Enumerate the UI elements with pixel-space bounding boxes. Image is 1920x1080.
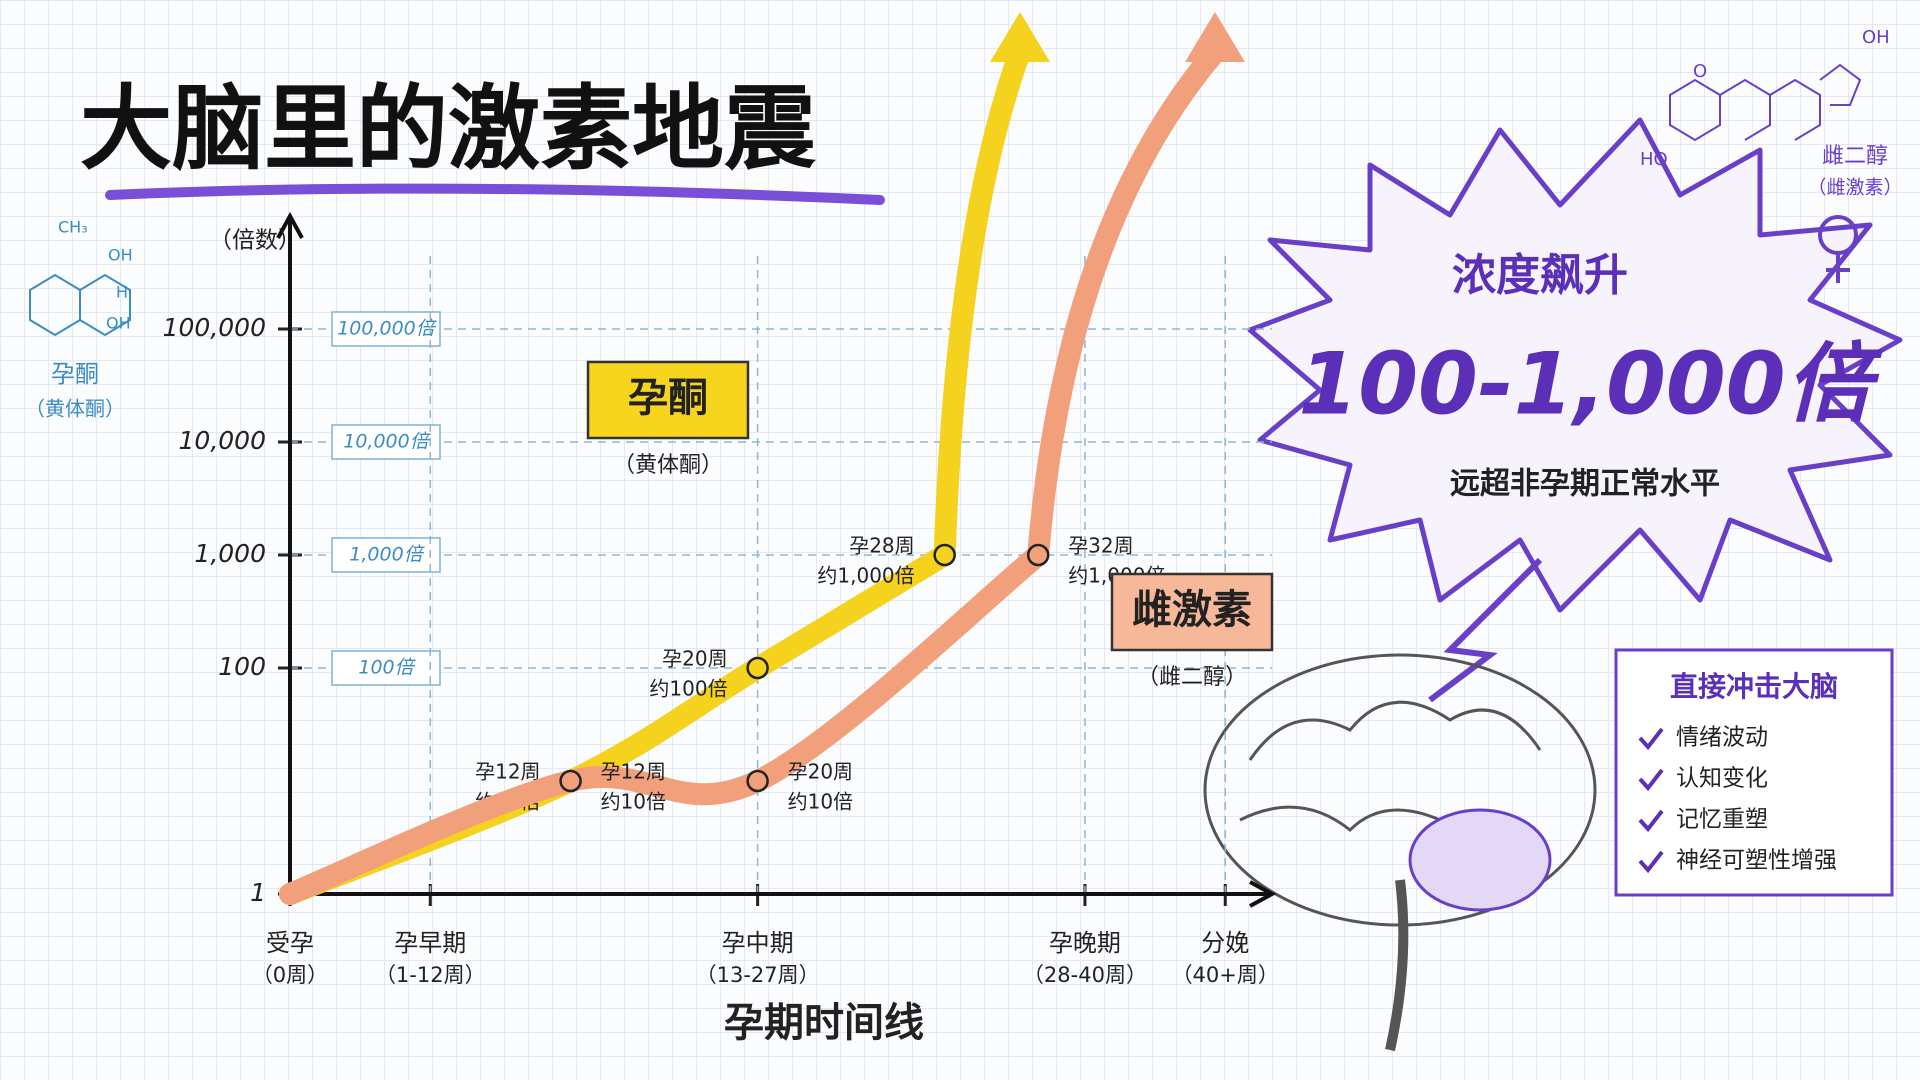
molecule-name: 雌二醇	[1822, 144, 1888, 169]
value-label: 约100倍	[649, 677, 727, 701]
value-label: 约1,000倍	[817, 564, 914, 588]
y-tick-label: 100	[218, 652, 266, 681]
y-tick-label: 1,000	[194, 539, 266, 568]
point-label: 孕12周	[601, 760, 666, 784]
callout-heading: 浓度飙升	[1452, 250, 1628, 301]
check-mark	[1638, 768, 1664, 792]
brain-box-item: 记忆重塑	[1676, 807, 1768, 833]
y-tick-note: 100,000倍	[337, 318, 438, 340]
callout-note: 远超非孕期正常水平	[1450, 467, 1720, 502]
point-label: 孕12周	[475, 760, 540, 784]
series-subname: （雌二醇）	[1137, 665, 1247, 690]
page-title: 大脑里的激素地震	[80, 75, 816, 182]
brain-illustration	[1203, 653, 1597, 1052]
x-tick-label: 受孕	[266, 929, 314, 957]
callout-figure: 100-1,000倍	[1298, 334, 1883, 434]
series-name: 雌激素	[1132, 587, 1252, 633]
trend-arrow	[1027, 41, 1226, 566]
point-label: 孕28周	[849, 534, 914, 558]
atom-label: CH₃	[58, 218, 88, 237]
y-axis	[276, 211, 304, 894]
point-label: 孕20周	[788, 760, 853, 784]
molecule-subname: （雌激素）	[1807, 177, 1902, 199]
series-name-box	[1110, 572, 1274, 652]
molecule-drawing	[1669, 63, 1862, 142]
x-tick-sublabel: （0周）	[252, 963, 328, 987]
trend-arrow	[933, 41, 1031, 566]
x-axis	[290, 880, 1277, 908]
atom-label: OH	[1862, 27, 1890, 48]
jolt-arrow	[1428, 557, 1543, 703]
molecule-subname: （黄体酮）	[25, 397, 125, 421]
y-tick-note-box	[331, 424, 441, 460]
brain-box-item: 神经可塑性增强	[1676, 848, 1837, 874]
x-tick-label: 孕中期	[722, 929, 794, 957]
title-underline	[105, 183, 885, 205]
starburst	[1247, 117, 1903, 613]
x-tick-label: 分娩	[1201, 929, 1249, 957]
point-label: 孕20周	[662, 647, 727, 671]
series-line	[279, 544, 1050, 905]
data-point	[933, 543, 956, 567]
molecule-name: 孕酮	[51, 360, 99, 388]
y-tick-note-box	[331, 650, 441, 686]
atom-label: OH	[108, 246, 133, 265]
trend-arrow-head	[990, 12, 1050, 62]
check-mark	[1638, 809, 1664, 833]
atom-label: HO	[1640, 149, 1668, 170]
brain-box-item: 情绪波动	[1676, 725, 1768, 751]
y-tick-label: 10,000	[179, 426, 266, 455]
y-tick-note-box	[331, 311, 441, 347]
x-tick-sublabel: （1-12周）	[375, 963, 486, 987]
y-tick-label: 1	[250, 878, 266, 907]
check-mark	[1638, 850, 1664, 874]
x-axis-label: 孕期时间线	[724, 1000, 924, 1046]
series-name: 孕酮	[628, 375, 708, 421]
y-tick-label: 100,000	[163, 313, 266, 342]
x-tick-sublabel: （13-27周）	[696, 963, 820, 987]
y-tick-note: 10,000倍	[343, 431, 431, 453]
data-point	[746, 769, 769, 793]
y-tick-note: 1,000倍	[349, 544, 425, 566]
x-tick-label: 孕晚期	[1049, 929, 1121, 957]
value-label: 约10倍	[601, 790, 666, 814]
brain-box-item: 认知变化	[1676, 766, 1768, 792]
brain-box-heading: 直接冲击大脑	[1670, 670, 1838, 703]
molecule-drawing	[29, 273, 131, 337]
y-tick-note: 100倍	[358, 657, 416, 679]
y-tick-note-box	[331, 537, 441, 573]
trend-arrow-head	[1185, 12, 1245, 62]
x-tick-sublabel: （40+周）	[1172, 963, 1279, 987]
atom-label: O	[1693, 61, 1707, 82]
series-name-box	[586, 360, 750, 440]
check-mark	[1638, 727, 1664, 751]
series-subname: （黄体酮）	[613, 453, 723, 478]
data-point	[746, 656, 769, 680]
female-symbol	[1818, 215, 1858, 283]
atom-label: OH	[106, 314, 131, 333]
x-tick-label: 孕早期	[394, 929, 466, 957]
y-axis-label: （倍数）	[209, 228, 301, 254]
value-label: 约10倍	[788, 790, 853, 814]
data-point	[559, 769, 582, 793]
point-label: 孕32周	[1068, 534, 1133, 558]
data-point	[1026, 543, 1050, 567]
x-tick-sublabel: （28-40周）	[1023, 963, 1147, 987]
